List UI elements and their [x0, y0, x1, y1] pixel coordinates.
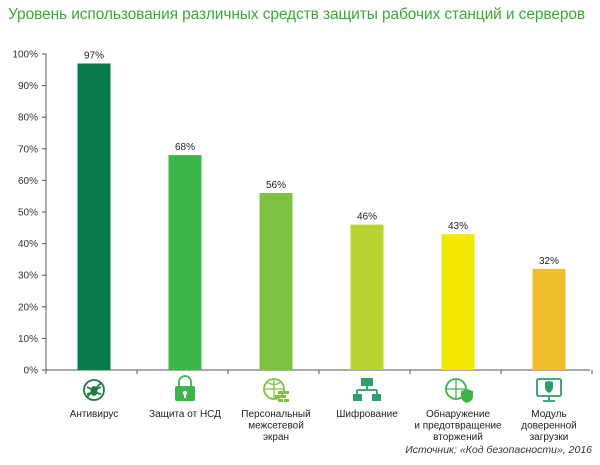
bar [532, 268, 566, 370]
category-label-line: экран [263, 432, 289, 443]
y-tick-label: 80% [18, 113, 38, 124]
y-tick-label: 100% [12, 50, 38, 61]
y-tick-label: 70% [18, 144, 38, 155]
category-label-line: загрузки [530, 432, 569, 443]
data-label: 46% [357, 212, 377, 223]
monitor-shield-icon [536, 378, 562, 402]
category-label: Защита от НСД [149, 409, 221, 420]
category-label: Шифрование [336, 408, 398, 420]
bars [77, 63, 566, 370]
bar [259, 193, 293, 370]
firewall-globe-icon [263, 378, 289, 402]
y-axis: 0% 10% 20% 30% 40% 50% 60% 70% 80% 90% 100% [12, 50, 593, 377]
bar [350, 224, 384, 370]
category-label-line: межсетевой [248, 421, 304, 432]
data-label: 56% [266, 180, 286, 191]
data-label: 68% [175, 142, 195, 153]
category-labels: Антивирус Защита от НСД Персональный межсет… [70, 408, 577, 443]
y-tick-label: 50% [18, 208, 38, 219]
bar [441, 234, 475, 370]
category-label: Персональный межсетевой экран [241, 409, 310, 443]
category-icons [83, 375, 562, 403]
chart-title: Уровень использования различных средств … [8, 6, 586, 23]
category-label-line: Защита от НСД [149, 409, 221, 420]
y-tick-label: 0% [24, 366, 39, 377]
y-tick-label: 10% [18, 334, 38, 345]
category-label: Обнаружение и предотвращение вторжений [414, 408, 502, 443]
category-label-line: Персональный [241, 409, 310, 420]
y-tick-label: 40% [18, 239, 38, 250]
source-note: Источник: «Код безопасности», 2016 [405, 444, 592, 456]
data-label: 97% [84, 50, 104, 61]
y-tick-label: 60% [18, 176, 38, 187]
shield-globe-icon [445, 378, 473, 403]
bar [77, 63, 111, 370]
category-label: Модуль доверенной загрузки [521, 409, 576, 443]
y-tick-label: 20% [18, 302, 38, 313]
category-label-line: вторжений [433, 432, 483, 443]
y-tick-label: 30% [18, 271, 38, 282]
category-label-line: Обнаружение [426, 408, 491, 420]
data-labels: 97% 68% 56% 46% 43% 32% [84, 50, 559, 266]
y-tick-label: 90% [18, 81, 38, 92]
category-label-line: и предотвращение [414, 421, 502, 432]
category-label-line: доверенной [521, 421, 576, 432]
category-label-line: Модуль [531, 409, 566, 420]
bug-icon [83, 379, 105, 401]
lock-icon [175, 375, 195, 401]
category-label: Антивирус [70, 409, 119, 420]
network-icon [353, 378, 381, 401]
category-label-line: Шифрование [336, 408, 398, 420]
data-label: 43% [448, 221, 468, 232]
data-label: 32% [539, 256, 559, 267]
category-label-line: Антивирус [70, 409, 119, 420]
bar [168, 155, 202, 370]
